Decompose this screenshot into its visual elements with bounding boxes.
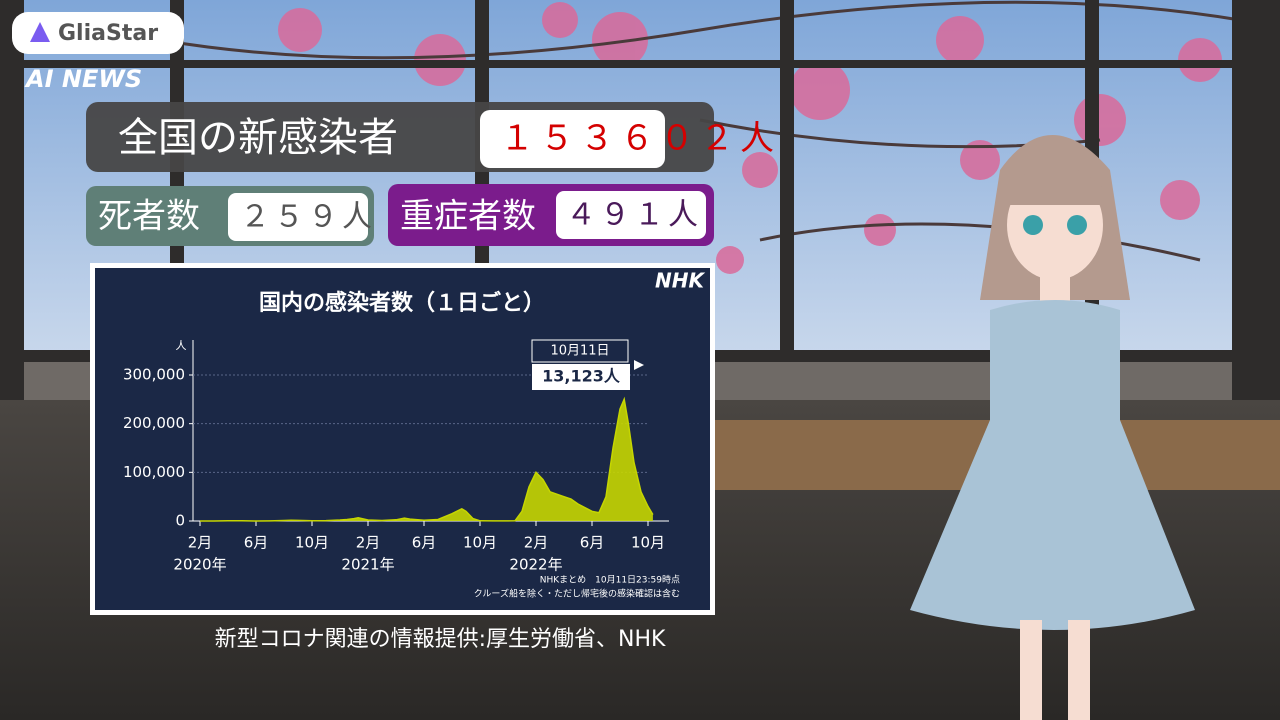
chart-title: 国内の感染者数（１日ごと）	[259, 290, 545, 316]
plot: 0 100,000 200,000 300,000 2月 6月 10月 2月 6月 10月 2月 6月…	[123, 366, 665, 574]
y-tick-label: 100,000	[123, 463, 185, 481]
annotation-date-box	[531, 339, 629, 363]
series-line	[200, 396, 654, 522]
y-tick-label: 200,000	[123, 414, 185, 432]
year-label: 2021年	[341, 556, 394, 574]
caption: 新型コロナ関連の情報提供:厚生労働省、NHK	[215, 627, 666, 652]
year-label: 2022年	[509, 556, 562, 574]
x-tick-label: 2月	[356, 534, 381, 552]
chart-logo: NHK	[655, 269, 705, 293]
severe-value: ４９１人	[566, 198, 702, 233]
headline-label: 全国の新感染者	[118, 115, 398, 161]
annotation-value: 13,123人	[542, 367, 621, 386]
x-tick-label: 6月	[244, 534, 269, 552]
x-tick-label: 10月	[295, 534, 329, 552]
brand-tagline: AI NEWS	[24, 65, 142, 93]
headline-value-box	[480, 110, 665, 168]
area-fill	[200, 399, 653, 521]
y-tick-label: 300,000	[123, 366, 185, 384]
chart-note: クルーズ船を除く・ただし帰宅後の感染確認は含む	[474, 588, 680, 600]
annotation-pointer	[634, 360, 644, 370]
x-tick-label: 6月	[412, 534, 437, 552]
y-axis-label: 人	[176, 339, 187, 352]
deaths-value: ２５９人	[240, 200, 376, 235]
brand-icon	[30, 22, 50, 42]
x-tick-label: 6月	[580, 534, 605, 552]
headline-value: １５３６０２人	[500, 119, 780, 159]
deaths-label: 死者数	[98, 197, 200, 237]
severe-label: 重症者数	[400, 197, 536, 237]
chart-panel	[95, 268, 710, 610]
character	[910, 135, 1195, 720]
annotation-value-box	[532, 364, 630, 390]
x-tick-label: 2月	[524, 534, 549, 552]
annotation-date: 10月11日	[550, 344, 609, 359]
deaths-value-box	[228, 193, 368, 241]
y-tick-label: 0	[175, 512, 185, 530]
x-tick-label: 2月	[188, 534, 213, 552]
x-tick-label: 10月	[631, 534, 665, 552]
brand-name: GliaStar	[58, 21, 158, 46]
year-label: 2020年	[173, 556, 226, 574]
brand-badge	[12, 12, 184, 54]
x-tick-label: 10月	[463, 534, 497, 552]
chart-note: NHKまとめ 10月11日23:59時点	[540, 575, 680, 586]
severe-value-box	[556, 191, 706, 239]
